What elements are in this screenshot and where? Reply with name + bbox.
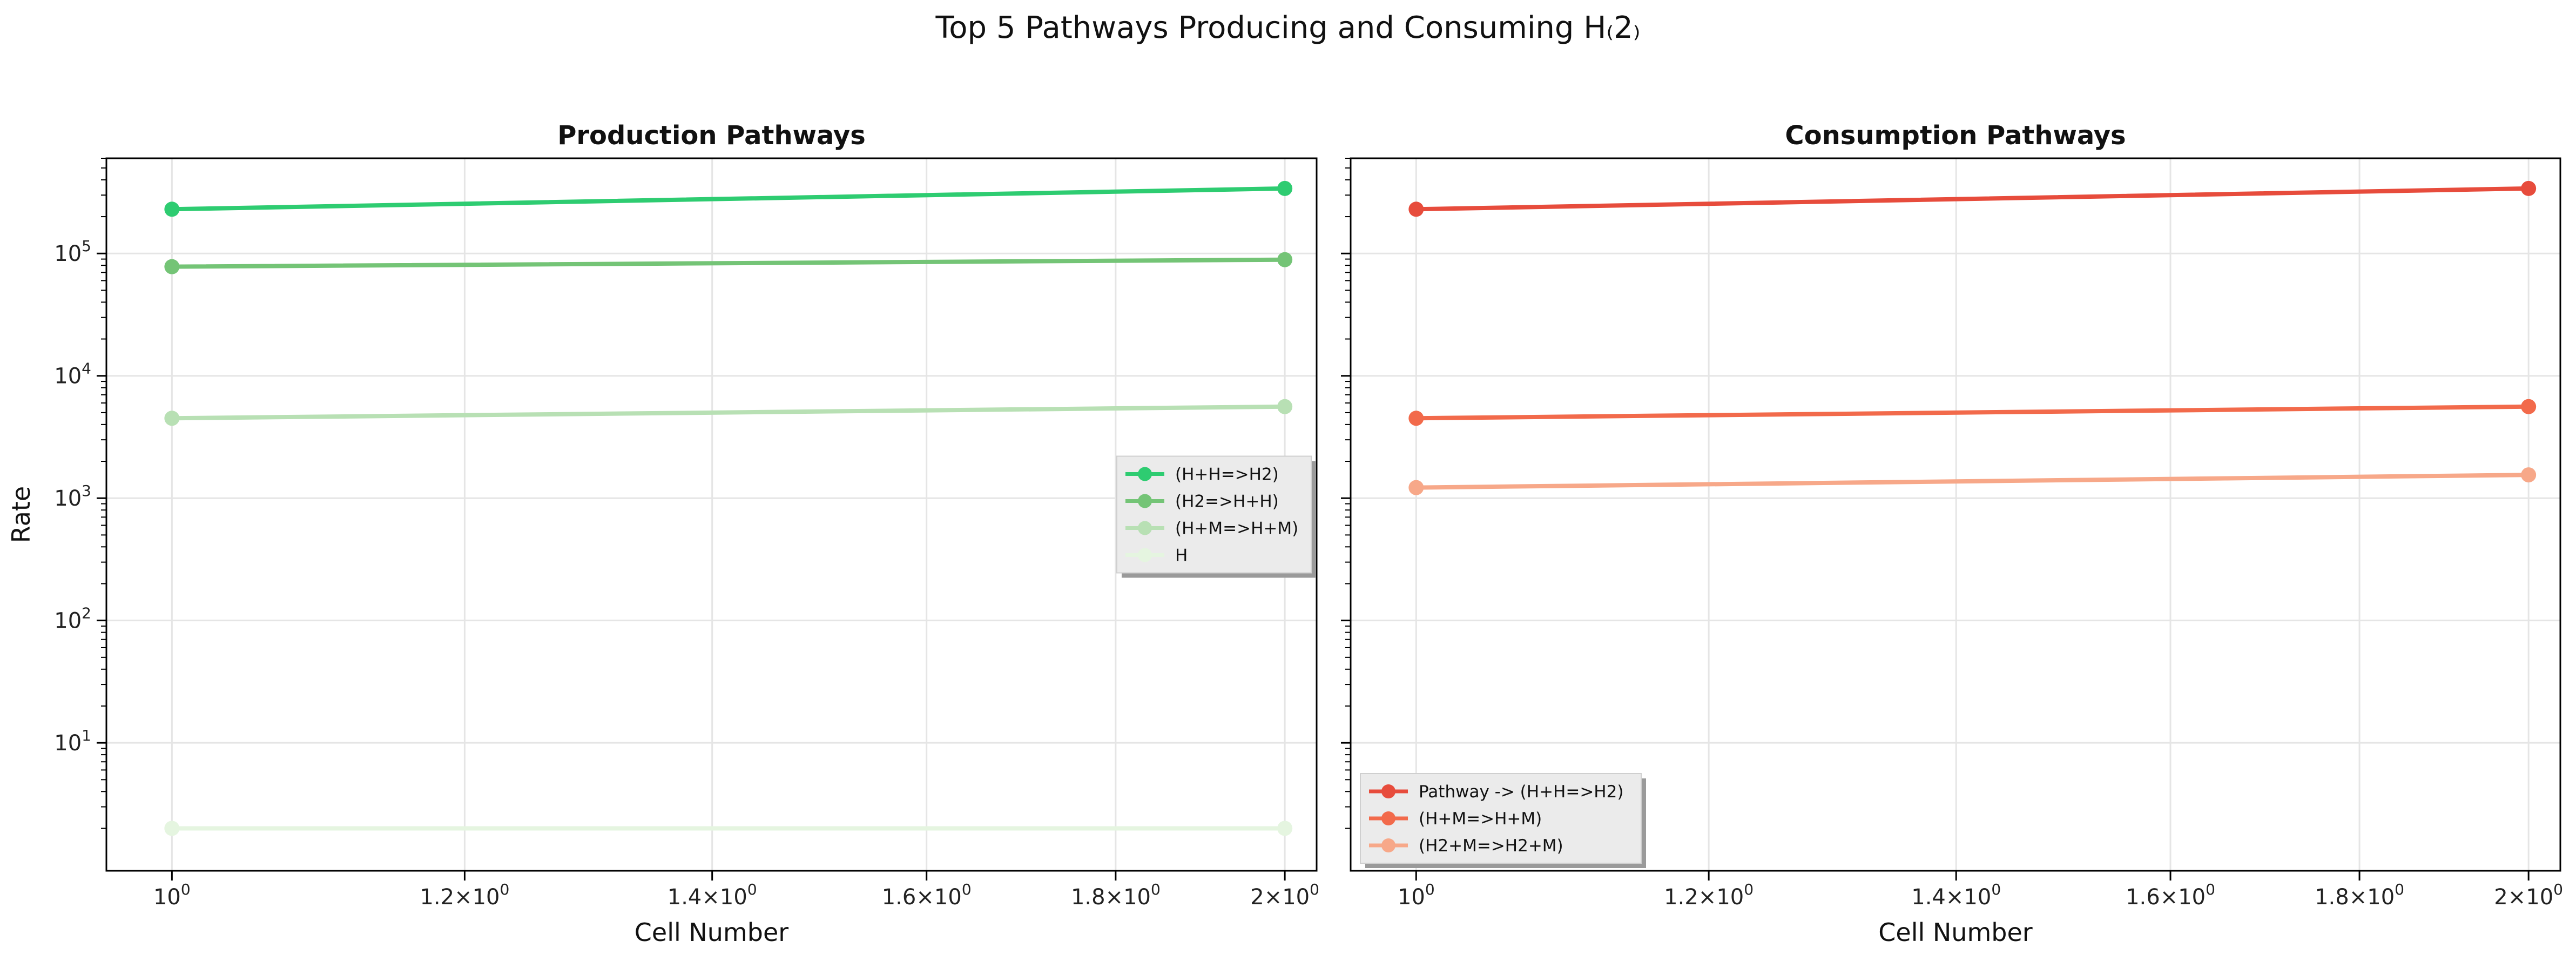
series-line <box>1414 186 2531 212</box>
data-point <box>1408 480 1424 495</box>
legend-marker <box>1138 521 1152 535</box>
legend-label: (H+M=>H+M) <box>1175 519 1298 539</box>
x-tick-label: 1.6×100 <box>2126 881 2215 910</box>
legend-marker <box>1138 494 1152 508</box>
y-tick-label: 103 <box>54 482 91 511</box>
data-point <box>164 259 180 274</box>
data-point <box>1277 821 1293 836</box>
series-line <box>170 257 1287 269</box>
x-tick-label: 1.2×100 <box>1664 881 1754 910</box>
x-tick-label: 1.2×100 <box>420 881 509 910</box>
y-tick-label: 102 <box>54 604 91 634</box>
x-tick-label: 2×100 <box>1250 881 1319 910</box>
data-point <box>1277 399 1293 414</box>
legend-marker <box>1138 548 1152 562</box>
legend-label: (H+M=>H+M) <box>1419 809 1542 829</box>
consumption-chart: 100 1.2×100 1.4×100 1.6×100 1.8×100 2×100 Cons… <box>1341 120 2563 947</box>
y-tick-label: 104 <box>54 360 91 389</box>
axes-frame <box>105 157 1318 872</box>
legend-label: (H2=>H+H) <box>1175 492 1279 512</box>
data-point <box>1408 201 1424 217</box>
legend-label: (H+H=>H2) <box>1175 465 1279 485</box>
data-point <box>164 201 180 217</box>
x-tick-label: 1.4×100 <box>1911 881 2001 910</box>
legend-label: (H2+M=>H2+M) <box>1419 836 1563 856</box>
x-tick-label: 100 <box>1398 881 1435 910</box>
data-point <box>164 821 180 836</box>
chart-title: Production Pathways <box>557 120 866 151</box>
x-tick-label: 2×100 <box>2494 881 2563 910</box>
series-line <box>1414 404 2531 421</box>
y-axis-label: Rate <box>6 486 36 543</box>
data-point <box>2521 180 2537 196</box>
x-tick-label: 1.8×100 <box>1071 881 1161 910</box>
data-point <box>2521 399 2537 414</box>
data-point <box>2521 467 2537 483</box>
legend-marker <box>1138 467 1152 481</box>
data-point <box>164 411 180 426</box>
x-tick-label: 1.6×100 <box>882 881 972 910</box>
series-line <box>170 404 1287 421</box>
series-line <box>170 186 1287 212</box>
legend: Pathway -> (H+H=>H2) (H+M=>H+M) (H2+M=>H2+… <box>1360 773 1646 868</box>
x-axis-label: Cell Number <box>635 918 788 947</box>
chart-title: Consumption Pathways <box>1785 120 2126 151</box>
figure-title: Top 5 Pathways Producing and Consuming H… <box>935 10 1641 45</box>
data-point <box>1277 252 1293 267</box>
series-line <box>1414 473 2531 490</box>
data-point <box>1408 411 1424 426</box>
legend-label: H <box>1175 546 1188 566</box>
x-tick-label: 100 <box>153 881 191 910</box>
legend-marker <box>1381 811 1395 825</box>
y-tick-label: 105 <box>54 237 91 266</box>
legend-marker <box>1381 784 1395 798</box>
y-tick-label: 101 <box>54 727 91 756</box>
data-point <box>1277 180 1293 196</box>
production-chart: 101 102 103 104 105 100 1.2×100 1.4×100 1.6×100 1… <box>6 120 1319 947</box>
legend: (H+H=>H2) (H2=>H+H) (H+M=>H+M) H <box>1116 455 1316 578</box>
x-tick-label: 1.4×100 <box>667 881 757 910</box>
x-tick-label: 1.8×100 <box>2315 881 2404 910</box>
legend-marker <box>1381 838 1395 852</box>
axes-frame <box>1350 157 2561 872</box>
x-axis-label: Cell Number <box>1878 918 2032 947</box>
legend-label: Pathway -> (H+H=>H2) <box>1419 782 1623 802</box>
